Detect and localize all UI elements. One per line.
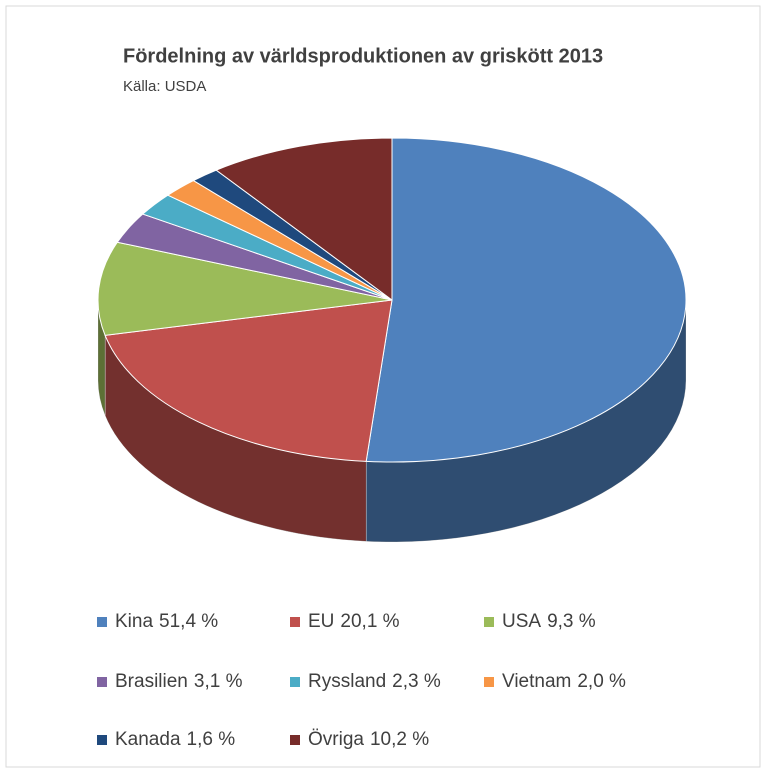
legend-swatch: [290, 677, 300, 687]
slice: [97, 241, 393, 336]
slice-side-shade: [105, 335, 367, 542]
legend-category: EU: [308, 611, 334, 632]
legend-label: Brasilien 3,1 %: [115, 671, 243, 692]
slice-side-shade: [98, 300, 106, 416]
legend-label: Övriga 10,2 %: [308, 729, 429, 750]
legend-category: Vietnam: [502, 671, 571, 692]
legend-swatch: [290, 735, 300, 745]
legend-label: Ryssland 2,3 %: [308, 671, 441, 692]
legend-category: Kina: [115, 611, 153, 632]
slice: [365, 137, 687, 463]
legend-label: Kina 51,4 %: [115, 611, 218, 632]
legend-label: USA 9,3 %: [502, 611, 596, 632]
slice-side-shade: [366, 300, 687, 542]
chart-title: Fördelning av världsproduktionen av gris…: [123, 45, 603, 67]
legend-value: 20,1 %: [340, 611, 399, 632]
legend-category: Kanada: [115, 729, 181, 750]
legend-swatch: [484, 677, 494, 687]
legend-value: 2,3 %: [392, 671, 441, 692]
legend-label: Vietnam 2,0 %: [502, 671, 626, 692]
slice: [215, 137, 393, 301]
legend-value: 3,1 %: [194, 671, 243, 692]
legend-value: 2,0 %: [577, 671, 626, 692]
legend-label: EU 20,1 %: [308, 611, 400, 632]
legend-swatch: [97, 617, 107, 627]
legend-value: 1,6 %: [187, 729, 236, 750]
legend-value: 51,4 %: [159, 611, 218, 632]
legend-swatch: [484, 617, 494, 627]
legend-category: Brasilien: [115, 671, 188, 692]
legend-swatch: [97, 677, 107, 687]
chart-subtitle: Källa: USDA: [123, 78, 206, 95]
legend-swatch: [290, 617, 300, 627]
legend-value: 9,3 %: [547, 611, 596, 632]
legend-category: Ryssland: [308, 671, 386, 692]
legend-label: Kanada 1,6 %: [115, 729, 235, 750]
legend-value: 10,2 %: [370, 729, 429, 750]
legend-category: USA: [502, 611, 541, 632]
legend-swatch: [97, 735, 107, 745]
legend-category: Övriga: [308, 729, 364, 750]
slice: [104, 299, 393, 462]
